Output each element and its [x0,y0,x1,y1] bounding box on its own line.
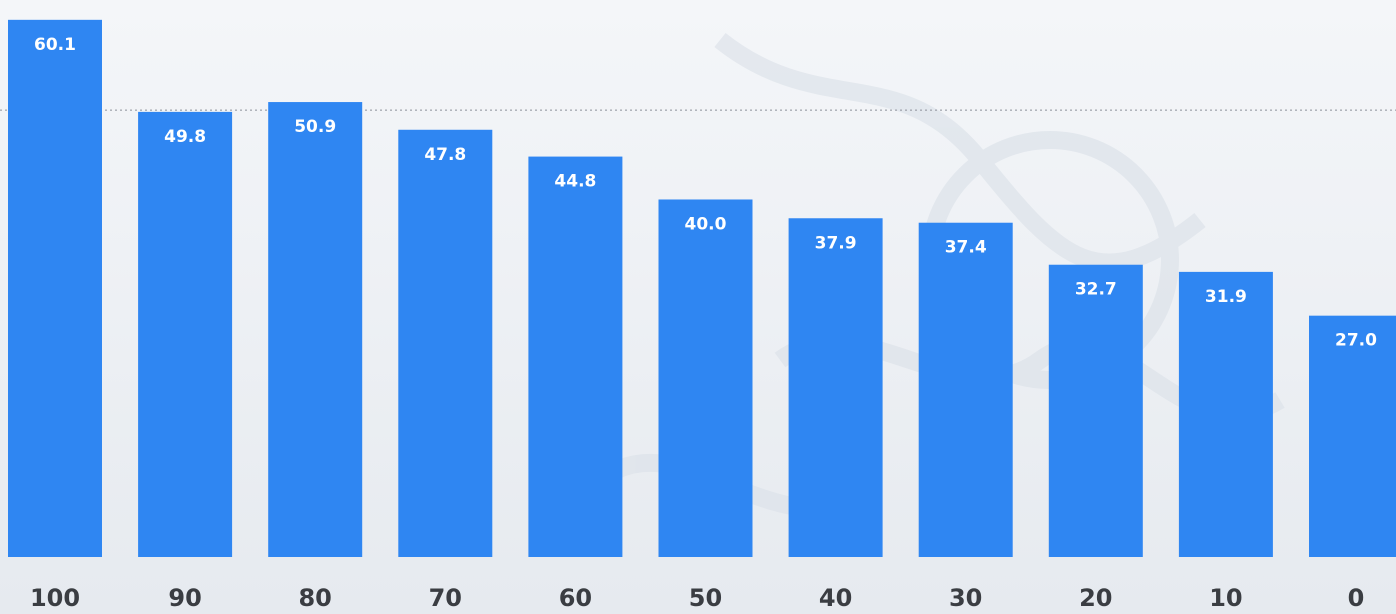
x-tick-label: 40 [819,584,852,612]
bar-70 [398,129,493,557]
bar-value-label: 50.9 [294,117,336,137]
x-tick-label: 30 [949,584,982,612]
x-tick-label: 10 [1209,584,1242,612]
bar-value-label: 37.4 [945,238,987,258]
x-tick-label: 50 [689,584,722,612]
bar-0 [1309,315,1396,557]
bar-value-label: 49.8 [164,127,206,147]
x-tick-label: 100 [30,584,80,612]
x-tick-label: 80 [298,584,331,612]
bar-100 [8,19,102,557]
x-tick-label: 0 [1348,584,1365,612]
bar-10 [1178,271,1273,557]
bar-40 [788,218,883,557]
bar-80 [268,102,363,557]
x-tick-label: 60 [559,584,592,612]
bar-value-label: 32.7 [1075,280,1117,300]
x-tick-label: 70 [429,584,462,612]
bar-value-label: 44.8 [554,172,596,192]
x-tick-label: 90 [168,584,201,612]
x-tick-label: 20 [1079,584,1112,612]
bar-90 [138,111,233,558]
bar-value-label: 27.0 [1335,331,1377,351]
bar-value-label: 31.9 [1205,287,1247,307]
bar-20 [1048,264,1143,557]
bar-value-label: 37.9 [815,233,857,253]
bar-value-label: 60.1 [34,35,76,55]
bar-value-label: 47.8 [424,145,466,165]
bar-value-label: 40.0 [685,214,727,234]
bar-50 [658,199,753,558]
bar-60 [528,156,623,557]
bar-30 [918,222,1013,557]
